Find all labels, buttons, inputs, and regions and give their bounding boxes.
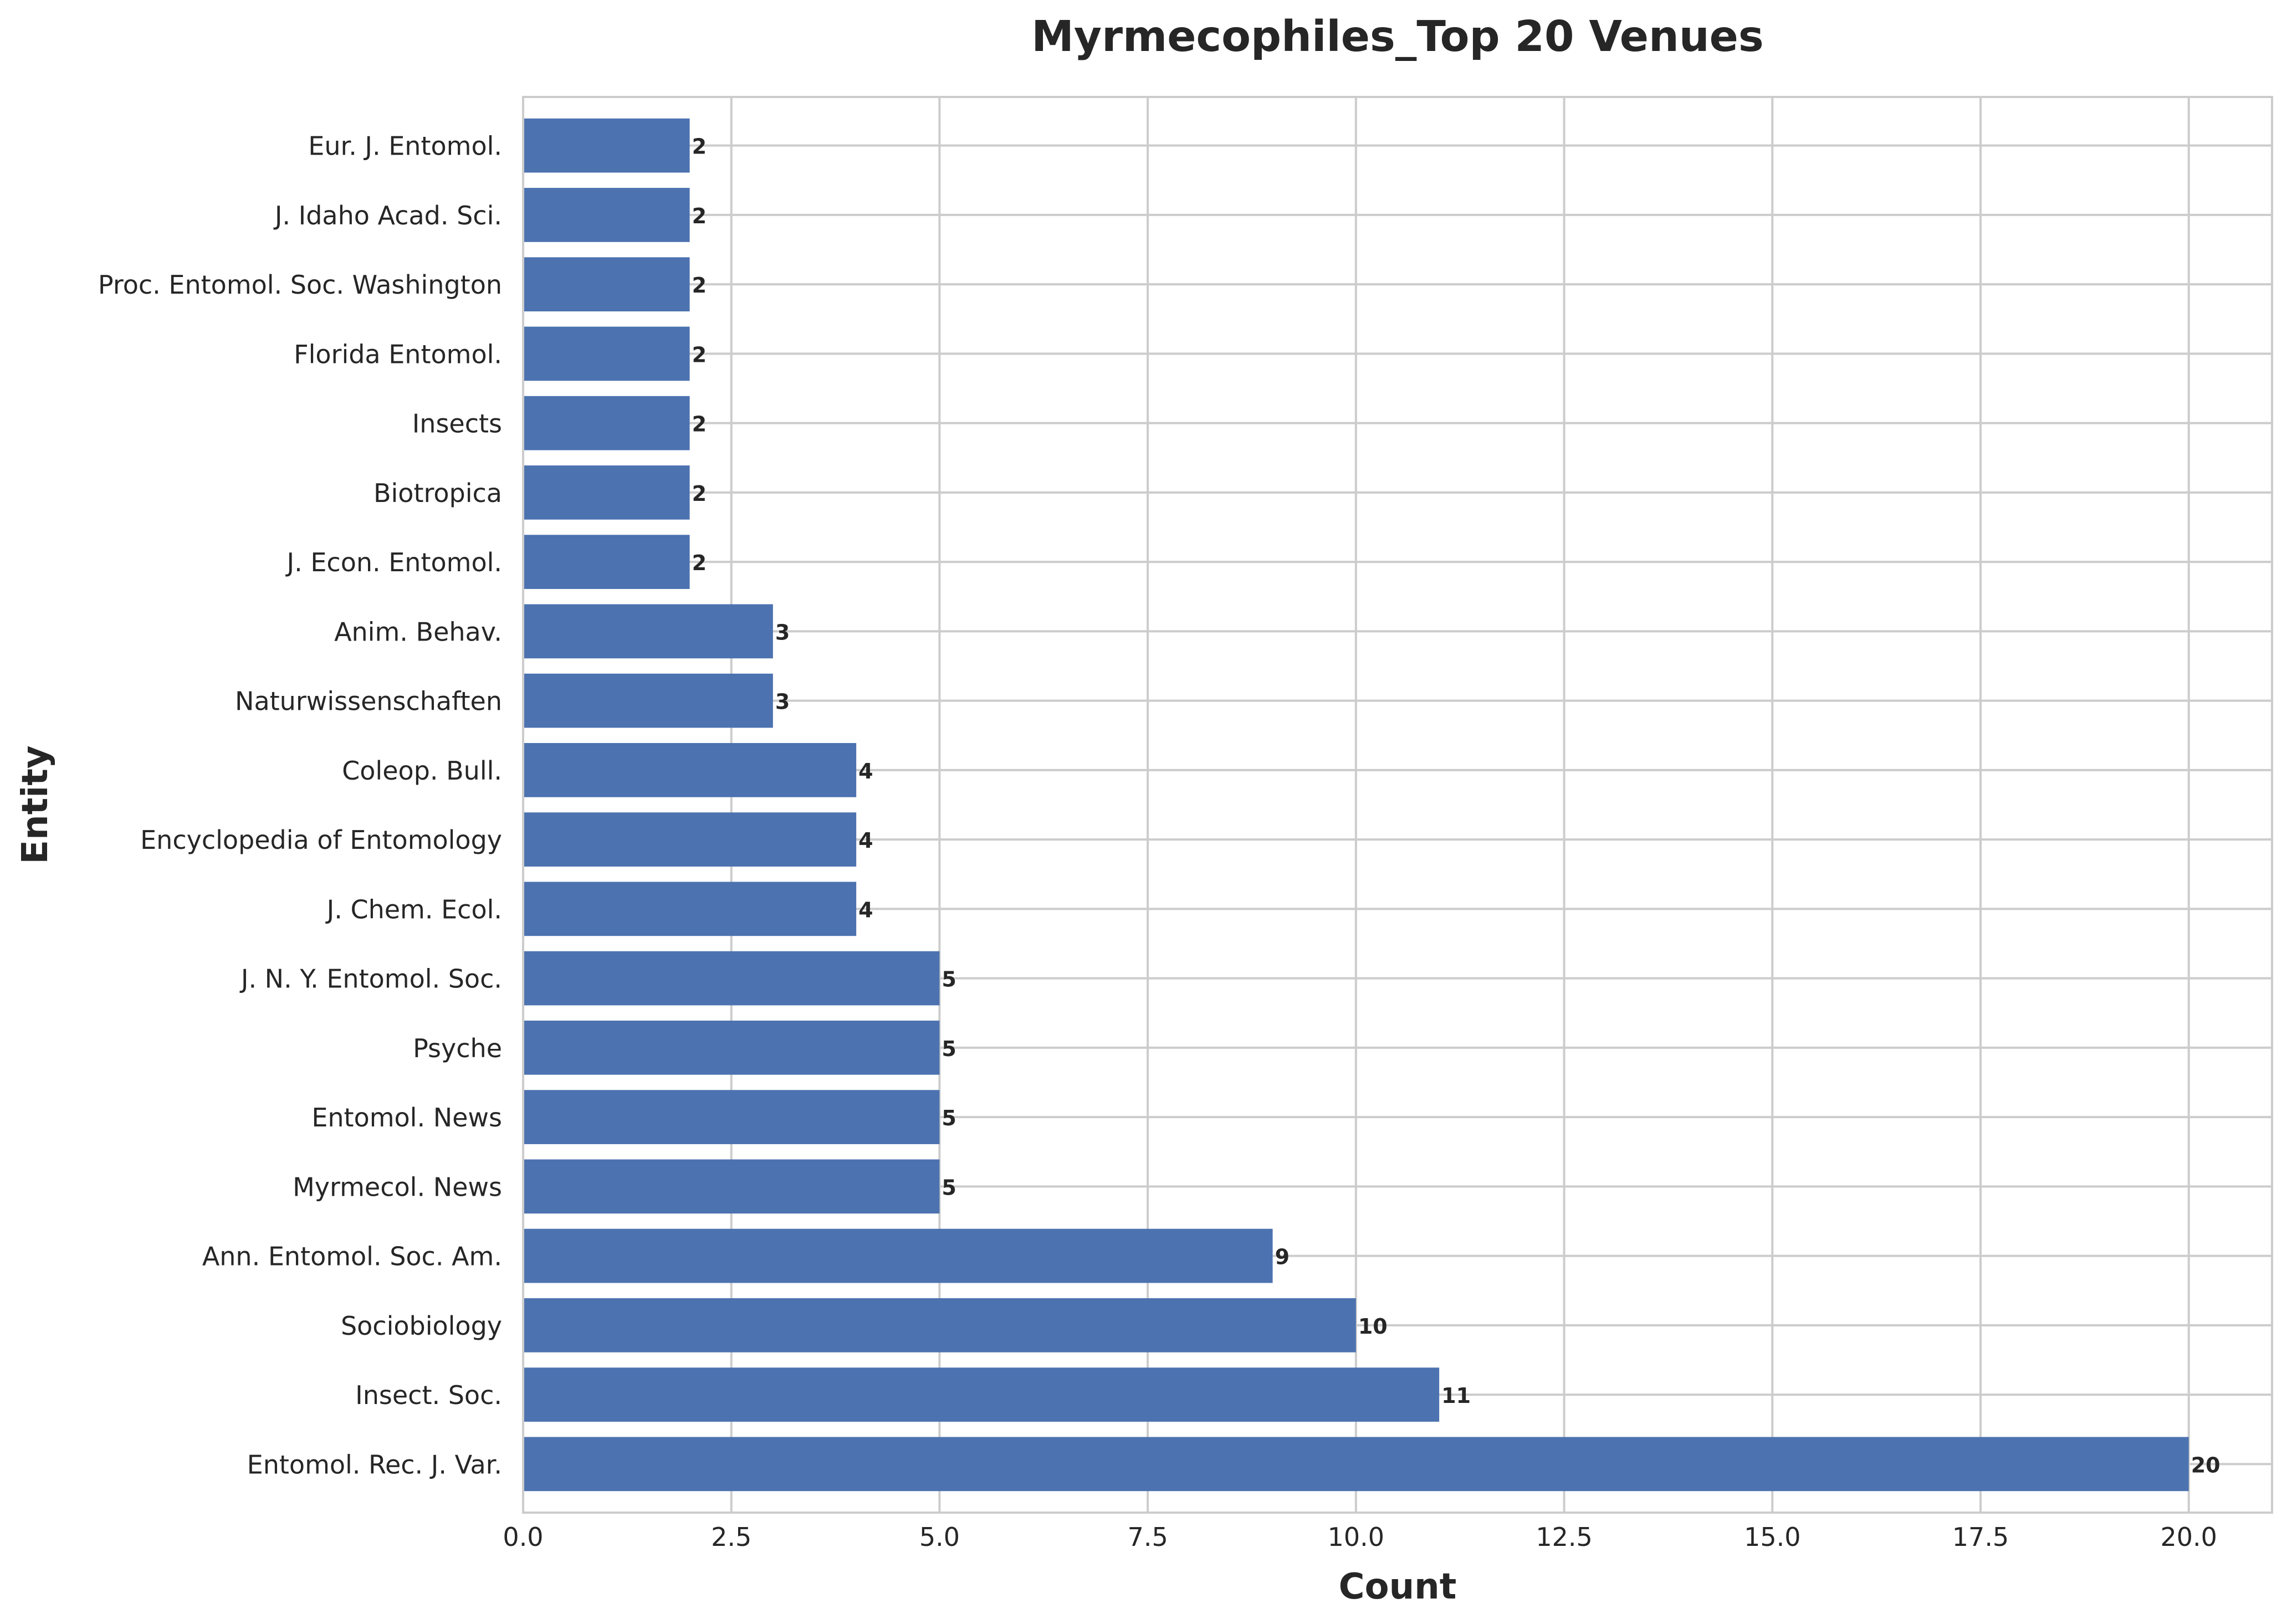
bar xyxy=(523,326,690,381)
y-tick-label: J. N. Y. Entomol. Soc. xyxy=(239,964,502,994)
bar-value-label: 4 xyxy=(858,898,873,922)
x-tick-label: 7.5 xyxy=(1128,1522,1168,1552)
y-tick-label: J. Idaho Acad. Sci. xyxy=(273,201,502,230)
label-layer: 0.0 2.5 5.0 7.5 10.0 12.5 15.0 17.5 20.0 Entomol.… xyxy=(98,131,2221,1552)
y-tick-label: J. Chem. Ecol. xyxy=(325,894,502,924)
bar-value-label: 5 xyxy=(942,1106,956,1130)
bar-value-label: 2 xyxy=(692,273,707,298)
y-tick-label: Eur. J. Entomol. xyxy=(308,131,502,161)
y-axis-label: Entity xyxy=(15,745,56,864)
bar xyxy=(523,604,773,659)
bar xyxy=(523,535,690,589)
bar xyxy=(523,188,690,242)
x-tick-label: 17.5 xyxy=(1952,1522,2009,1552)
bar xyxy=(523,882,857,936)
bar-layer xyxy=(523,118,2189,1492)
bar-value-label: 2 xyxy=(692,135,707,159)
bar xyxy=(523,257,690,312)
y-tick-label: Myrmecol. News xyxy=(293,1172,502,1202)
bar xyxy=(523,1021,940,1075)
x-tick-label: 5.0 xyxy=(919,1522,960,1552)
x-tick-label: 0.0 xyxy=(503,1522,543,1552)
bar xyxy=(523,812,857,867)
x-tick-label: 10.0 xyxy=(1328,1522,1384,1552)
bar-value-label: 11 xyxy=(1441,1384,1471,1408)
bar-value-label: 4 xyxy=(858,828,873,853)
bar-value-label: 3 xyxy=(775,690,790,714)
bar xyxy=(523,465,690,520)
x-tick-label: 12.5 xyxy=(1536,1522,1592,1552)
bar-value-label: 3 xyxy=(775,620,790,644)
y-tick-label: Encyclopedia of Entomology xyxy=(140,825,502,855)
chart-title: Myrmecophiles_Top 20 Venues xyxy=(1031,12,1763,62)
y-tick-label: J. Econ. Entomol. xyxy=(285,547,502,577)
y-tick-label: Psyche xyxy=(413,1033,502,1063)
bar-value-label: 2 xyxy=(692,551,707,575)
x-tick-label: 20.0 xyxy=(2161,1522,2217,1552)
y-tick-label: Entomol. News xyxy=(311,1103,502,1133)
bar xyxy=(523,673,773,728)
bar-value-label: 20 xyxy=(2191,1453,2221,1477)
bar-value-label: 2 xyxy=(692,481,707,506)
bar xyxy=(523,743,857,797)
y-tick-label: Insect. Soc. xyxy=(355,1380,502,1410)
bar-value-label: 2 xyxy=(692,342,707,367)
y-tick-label: Florida Entomol. xyxy=(294,339,502,369)
y-tick-label: Naturwissenschaften xyxy=(235,687,502,716)
bar-value-label: 2 xyxy=(692,204,707,228)
bar-value-label: 9 xyxy=(1275,1245,1290,1269)
bar-value-label: 4 xyxy=(858,759,873,783)
bar-value-label: 5 xyxy=(942,1175,956,1200)
bar-value-label: 5 xyxy=(942,967,956,992)
bar xyxy=(523,1437,2189,1492)
bar xyxy=(523,1228,1273,1283)
y-tick-label: Proc. Entomol. Soc. Washington xyxy=(98,270,502,300)
bar-value-label: 10 xyxy=(1358,1314,1388,1339)
y-tick-label: Anim. Behav. xyxy=(334,617,502,647)
y-tick-label: Sociobiology xyxy=(341,1311,502,1341)
bar xyxy=(523,118,690,173)
y-tick-label: Biotropica xyxy=(374,478,502,508)
y-tick-label: Coleop. Bull. xyxy=(342,756,502,786)
bar xyxy=(523,1298,1356,1353)
y-tick-label: Insects xyxy=(412,409,502,439)
bar-value-label: 5 xyxy=(942,1037,956,1061)
bar xyxy=(523,1090,940,1144)
x-tick-label: 2.5 xyxy=(711,1522,751,1552)
bar xyxy=(523,396,690,450)
bar-value-label: 2 xyxy=(692,412,707,437)
bar xyxy=(523,1367,1440,1422)
y-tick-label: Ann. Entomol. Soc. Am. xyxy=(202,1242,502,1272)
bar xyxy=(523,1159,940,1214)
bar xyxy=(523,951,940,1006)
x-tick-label: 15.0 xyxy=(1744,1522,1800,1552)
plot-frame xyxy=(522,96,2273,1514)
y-tick-label: Entomol. Rec. J. Var. xyxy=(247,1449,502,1479)
x-axis-label: Count xyxy=(1339,1566,1457,1607)
